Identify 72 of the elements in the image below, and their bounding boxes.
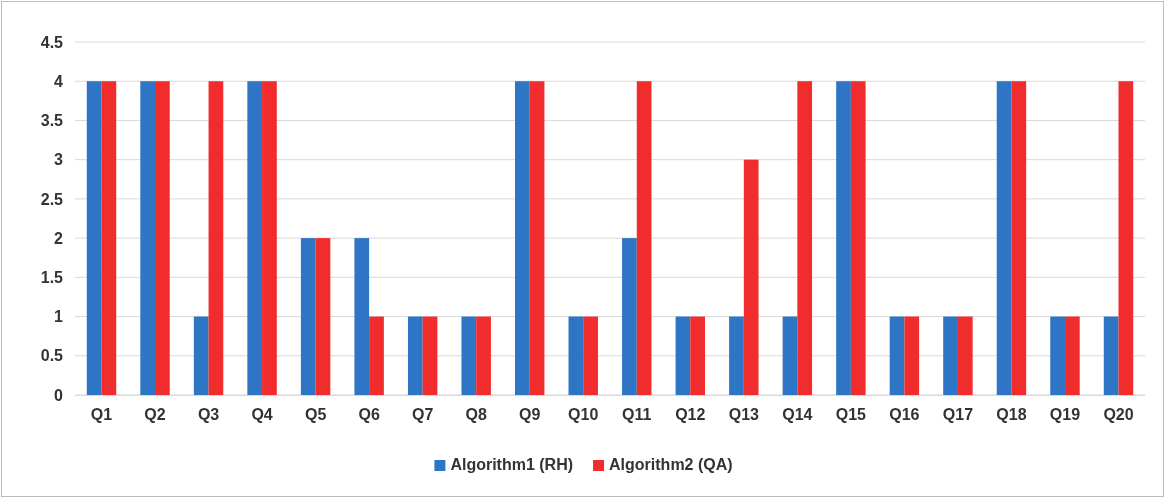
x-tick-label: Q9	[519, 406, 541, 424]
bar	[155, 81, 170, 395]
bar	[622, 238, 637, 395]
x-tick-label: Q20	[1103, 406, 1134, 424]
x-tick-label: Q18	[996, 406, 1027, 424]
bar	[782, 316, 798, 395]
bar	[1118, 81, 1134, 395]
bar	[407, 316, 423, 395]
bar	[943, 316, 958, 395]
bar	[797, 81, 813, 395]
bar	[675, 316, 691, 395]
x-tick-label: Q1	[90, 406, 113, 424]
bar	[568, 316, 584, 395]
bar	[369, 316, 384, 395]
bar	[101, 81, 117, 395]
legend-label: Algorithm1 (RH)	[450, 456, 574, 473]
y-tick-label: 3.5	[40, 112, 64, 130]
y-tick-label: 0.5	[40, 347, 64, 365]
bar	[461, 316, 477, 395]
x-tick-label: Q16	[889, 406, 920, 424]
bar	[86, 81, 102, 395]
x-tick-label: Q19	[1049, 406, 1081, 424]
bar	[315, 238, 331, 395]
bar	[193, 316, 209, 395]
x-tick-label: Q12	[675, 406, 706, 424]
bar	[889, 316, 905, 395]
y-tick-label: 2	[54, 229, 64, 247]
x-tick-label: Q7	[411, 406, 434, 424]
bar	[957, 316, 973, 395]
y-tick-label: 3	[54, 151, 64, 169]
y-tick-label: 4	[54, 72, 64, 90]
x-tick-label: Q11	[622, 406, 652, 424]
x-tick-label: Q5	[304, 406, 327, 424]
bar	[904, 316, 920, 395]
y-tick-label: 1.5	[40, 268, 64, 286]
bar	[690, 316, 706, 395]
bar	[583, 316, 598, 395]
bar	[529, 81, 545, 395]
bar	[1064, 316, 1080, 395]
x-tick-label: Q17	[942, 406, 974, 424]
y-tick-label: 2.5	[40, 190, 64, 208]
y-tick-label: 0	[54, 386, 64, 404]
bar	[836, 81, 851, 395]
bar	[850, 81, 866, 395]
bar	[476, 316, 491, 395]
bar	[300, 238, 316, 395]
bar	[140, 81, 156, 395]
y-tick-label: 4.5	[40, 33, 64, 51]
legend-label: Algorithm2 (QA)	[609, 456, 733, 473]
x-tick-label: Q6	[358, 406, 380, 424]
x-tick-label: Q14	[782, 406, 813, 424]
bar	[1103, 316, 1119, 395]
bar	[208, 81, 224, 395]
x-tick-label: Q8	[465, 406, 487, 424]
x-tick-label: Q4	[251, 406, 273, 424]
bar	[422, 316, 438, 395]
bar	[636, 81, 652, 395]
bar	[514, 81, 530, 395]
bar	[247, 81, 263, 395]
bar	[1011, 81, 1027, 395]
x-tick-label: Q3	[197, 406, 220, 424]
bar	[354, 238, 370, 395]
bar	[743, 159, 759, 395]
bar	[729, 316, 744, 395]
x-tick-label: Q10	[568, 406, 599, 424]
x-tick-label: Q2	[144, 406, 166, 424]
x-tick-label: Q15	[835, 406, 867, 424]
bar	[262, 81, 277, 395]
x-tick-label: Q13	[728, 406, 760, 424]
bar	[1050, 316, 1065, 395]
y-tick-label: 1	[54, 308, 64, 326]
bar	[996, 81, 1012, 395]
